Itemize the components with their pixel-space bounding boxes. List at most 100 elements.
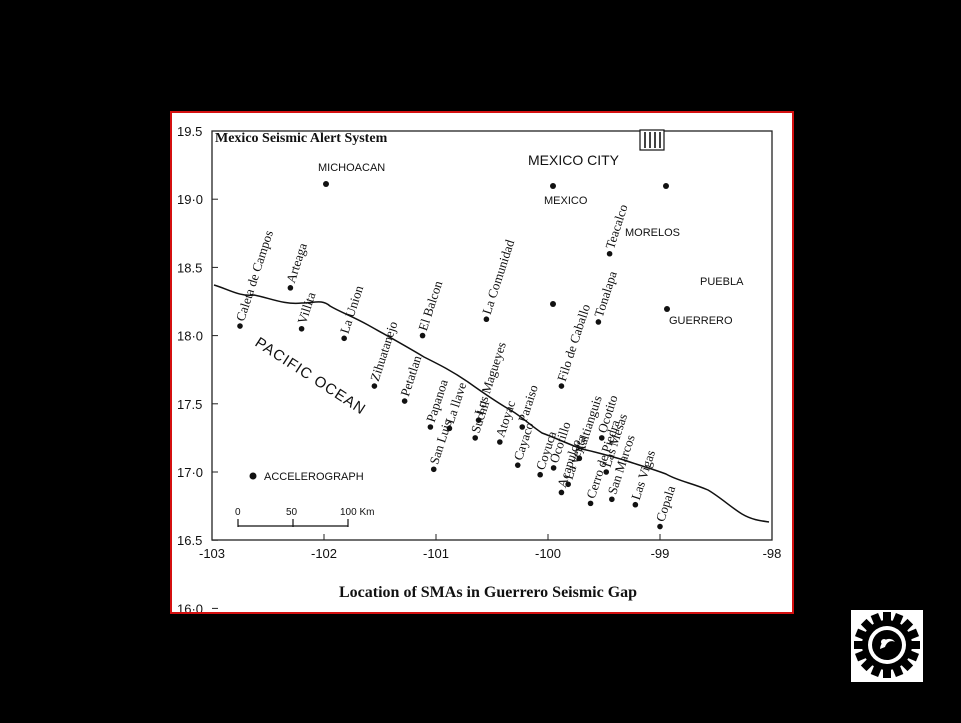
station-label: Filo de Caballo xyxy=(554,302,593,383)
station-dot xyxy=(419,332,426,339)
station-el-balcon: El Balcon xyxy=(415,278,446,339)
csir-logo xyxy=(851,610,923,682)
label-guerrero: GUERRERO xyxy=(669,315,733,327)
station-dot xyxy=(558,489,565,496)
station-dot xyxy=(657,523,663,530)
y-tick-label: 16.5 xyxy=(177,533,202,548)
station-dot xyxy=(595,319,602,325)
gear-logo-icon xyxy=(854,612,920,678)
x-tick-label: -103 xyxy=(199,546,225,561)
station-arteaga: Arteaga xyxy=(283,241,310,291)
station-dot xyxy=(550,465,557,471)
station-petatlan: Petatlan xyxy=(397,353,425,404)
station-dot xyxy=(606,250,613,257)
station-la-comunidad: La Comunidad xyxy=(479,237,517,323)
station-dot xyxy=(587,500,594,507)
gear-tooth xyxy=(910,641,920,649)
station-label: La Comunidad xyxy=(479,237,517,316)
station-label: Caleta de Campos xyxy=(233,228,276,323)
y-tick-label: 19·0 xyxy=(177,192,203,207)
map-title: Mexico Seismic Alert System xyxy=(215,131,388,146)
station-dot xyxy=(475,417,482,423)
station-dot xyxy=(341,335,347,342)
x-tick-label: -100 xyxy=(535,546,561,561)
station-label: Paraiso xyxy=(515,383,541,424)
y-tick-label: 17.5 xyxy=(177,397,202,412)
station-dot xyxy=(430,466,437,473)
y-tick-label: 17·0 xyxy=(177,465,203,480)
station-dot xyxy=(483,316,490,323)
city-dot-michoacan xyxy=(323,181,329,187)
station-copala: Copala xyxy=(653,484,679,530)
map-caption: Location of SMAs in Guerrero Seismic Gap xyxy=(339,584,638,601)
axis-ticks: -103 -102 -101 -100 -99 -98 19.5 19·0 18.5 18·0 17… xyxy=(177,124,781,612)
station-las-vigas: Las Vigas xyxy=(628,448,658,508)
station-dot xyxy=(558,383,565,389)
station-dot xyxy=(598,435,605,441)
station-dot xyxy=(514,462,521,468)
y-tick-label: 18·0 xyxy=(177,329,203,344)
scale-label-0: 0 xyxy=(235,507,241,518)
station-dot xyxy=(298,325,305,332)
station-dot xyxy=(537,471,543,478)
station-dot xyxy=(287,285,294,291)
x-tick-label: -99 xyxy=(651,546,670,561)
gear-tooth xyxy=(883,612,891,622)
station-dot xyxy=(446,425,453,432)
scale-bar: 0 50 100 Km xyxy=(235,507,374,527)
station-dot xyxy=(237,323,243,329)
station-dot xyxy=(401,398,408,404)
label-pacific-ocean: PACIFIC OCEAN xyxy=(252,334,369,418)
label-mexico: MEXICO xyxy=(544,195,588,207)
gear-tooth xyxy=(883,668,891,678)
city-dot-guerrero xyxy=(664,306,670,312)
y-tick-label: 19.5 xyxy=(177,124,202,139)
city-dot-inland xyxy=(550,301,556,307)
label-mexico-city: MEXICO CITY xyxy=(528,152,620,168)
gear-tooth xyxy=(854,641,864,649)
station-label: Las Vigas xyxy=(628,448,658,501)
station-filo-de-caballo: Filo de Caballo xyxy=(554,302,593,389)
station-dot xyxy=(472,435,479,441)
station-label: Copala xyxy=(653,484,679,524)
station-villita: Villita xyxy=(294,290,319,332)
city-dot-mexico xyxy=(550,183,556,189)
station-label: Tonalapa xyxy=(591,269,620,319)
station-caleta-de-campos: Caleta de Campos xyxy=(233,228,276,329)
station-markers: Caleta de Campos Arteaga Villita La UnionZi… xyxy=(233,202,679,530)
scale-label-50: 50 xyxy=(286,507,298,518)
station-label: Arteaga xyxy=(283,241,310,285)
station-label: Petatlan xyxy=(397,353,424,398)
y-tick-label: 16·0 xyxy=(177,601,203,612)
scale-label-100: 100 Km xyxy=(340,507,374,518)
station-atoyac: Atoyac xyxy=(492,398,518,445)
building-icon xyxy=(639,129,665,151)
x-tick-label: -102 xyxy=(311,546,337,561)
label-morelos: MORELOS xyxy=(625,227,680,239)
coastline xyxy=(213,284,770,523)
legend-accelerograph: ACCELEROGRAPH xyxy=(264,471,364,483)
seismic-station-map: -103 -102 -101 -100 -99 -98 19.5 19·0 18.5 18·0 17… xyxy=(177,124,781,612)
station-label: La Union xyxy=(337,283,367,335)
station-dot xyxy=(565,481,571,488)
station-label: Zihuatanejo xyxy=(367,319,400,383)
x-tick-label: -98 xyxy=(763,546,782,561)
station-dot xyxy=(603,469,610,475)
station-dot xyxy=(427,424,434,430)
station-tonalapa: Tonalapa xyxy=(591,269,620,325)
station-dot xyxy=(609,496,615,503)
station-label: El Balcon xyxy=(415,278,445,332)
label-puebla: PUEBLA xyxy=(700,276,744,288)
station-dot xyxy=(519,424,526,430)
station-dot xyxy=(371,383,378,389)
y-tick-label: 18.5 xyxy=(177,260,202,275)
city-dot-east xyxy=(663,183,669,189)
station-paraiso: Paraiso xyxy=(515,383,541,430)
legend-dot xyxy=(249,472,257,480)
map-frame: -103 -102 -101 -100 -99 -98 19.5 19·0 18.5 18·0 17… xyxy=(170,111,794,614)
station-dot xyxy=(576,455,583,462)
station-zihuatanejo: Zihuatanejo xyxy=(367,319,400,389)
x-tick-label: -101 xyxy=(423,546,449,561)
station-dot xyxy=(497,439,503,445)
station-dot xyxy=(632,501,639,508)
